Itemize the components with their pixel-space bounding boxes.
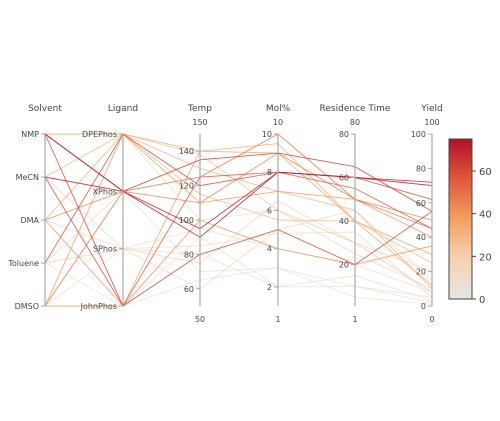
data-line [44,133,433,307]
axis-range-min: 1 [275,315,280,324]
axis-title: Temp [187,104,212,114]
axis-solvent: Solvent NMP MeCN DMA Toluene DMSO [7,104,62,311]
tick-label: 80 [416,164,426,173]
tick-label: DMA [20,216,39,225]
axis-title: Residence Time [320,104,391,114]
tick-label: 40 [416,233,426,242]
tick-label: 120 [179,182,194,191]
tick-label: XPhos [93,187,117,196]
axes: Solvent NMP MeCN DMA Toluene DMSO Ligand DPEPho… [7,104,442,324]
colorbar: 0 20 40 60 [448,138,492,306]
data-line [45,150,433,307]
data-line [44,133,433,293]
tick-label: 60 [184,285,194,294]
tick-label: 80 [339,130,349,139]
data-line [44,133,433,307]
tick-label: Toluene [7,259,39,268]
data-line [44,219,433,307]
tick-label: 100 [411,130,426,139]
data-line [44,133,433,264]
tick-label: DPEPhos [82,130,117,139]
axis-range-min: 1 [352,315,357,324]
tick-label: NMP [21,130,39,139]
data-line [44,228,433,293]
data-line [44,133,433,264]
data-line [45,133,433,286]
tick-label: 4 [267,245,272,254]
tick-label: 140 [179,147,194,156]
tick-label: JohnPhos [80,302,117,311]
colorbar-tick-label: 0 [479,295,485,306]
tick-label: 20 [339,261,349,270]
axis-range-min: 0 [429,315,434,324]
data-line [44,200,433,273]
colorbar-gradient [448,138,473,300]
tick-label: 6 [267,206,272,215]
tick-label: 8 [267,168,272,177]
data-line [44,248,433,307]
axis-title: Yield [420,104,442,114]
colorbar-tick-label: 60 [479,167,492,178]
data-line [44,133,433,212]
data-line [44,152,433,221]
axis-title: Mol% [266,104,291,114]
data-line [44,262,433,307]
tick-label: SPhos [93,245,117,254]
axis-range-min: 50 [195,315,205,324]
axis-temp: Temp 60 80 100 120 140 150 50 [179,104,213,324]
data-line [45,133,433,290]
axis-range-max: 100 [424,118,439,127]
axis-title: Ligand [108,104,138,114]
data-line [44,133,433,230]
tick-label: 80 [184,250,194,259]
data-line [44,176,433,290]
tick-label: 60 [339,174,349,183]
data-line [44,171,433,238]
data-line [44,133,433,290]
axis-range-max: 80 [350,118,360,127]
axis-title: Solvent [28,104,62,114]
colorbar-tick-label: 40 [479,210,492,221]
colorbar-tick-label: 20 [479,252,492,263]
tick-label: 2 [267,283,272,292]
tick-label: MeCN [16,173,39,182]
tick-label: 60 [416,199,426,208]
axis-range-max: 10 [273,118,283,127]
tick-label: 20 [416,268,426,277]
data-line [44,190,433,304]
tick-label: 0 [421,302,426,311]
data-line [44,133,433,307]
tick-label: 40 [339,217,349,226]
tick-label: 100 [179,216,194,225]
tick-label: DMSO [15,302,39,311]
data-line [44,171,433,307]
axis-ligand: Ligand DPEPhos XPhos SPhos JohnPhos [80,104,138,311]
axis-range-max: 150 [192,118,207,127]
data-lines [44,133,433,307]
axis-yield: Yield 0 20 40 60 80 100 100 0 [411,104,443,324]
tick-label: 10 [262,130,272,139]
